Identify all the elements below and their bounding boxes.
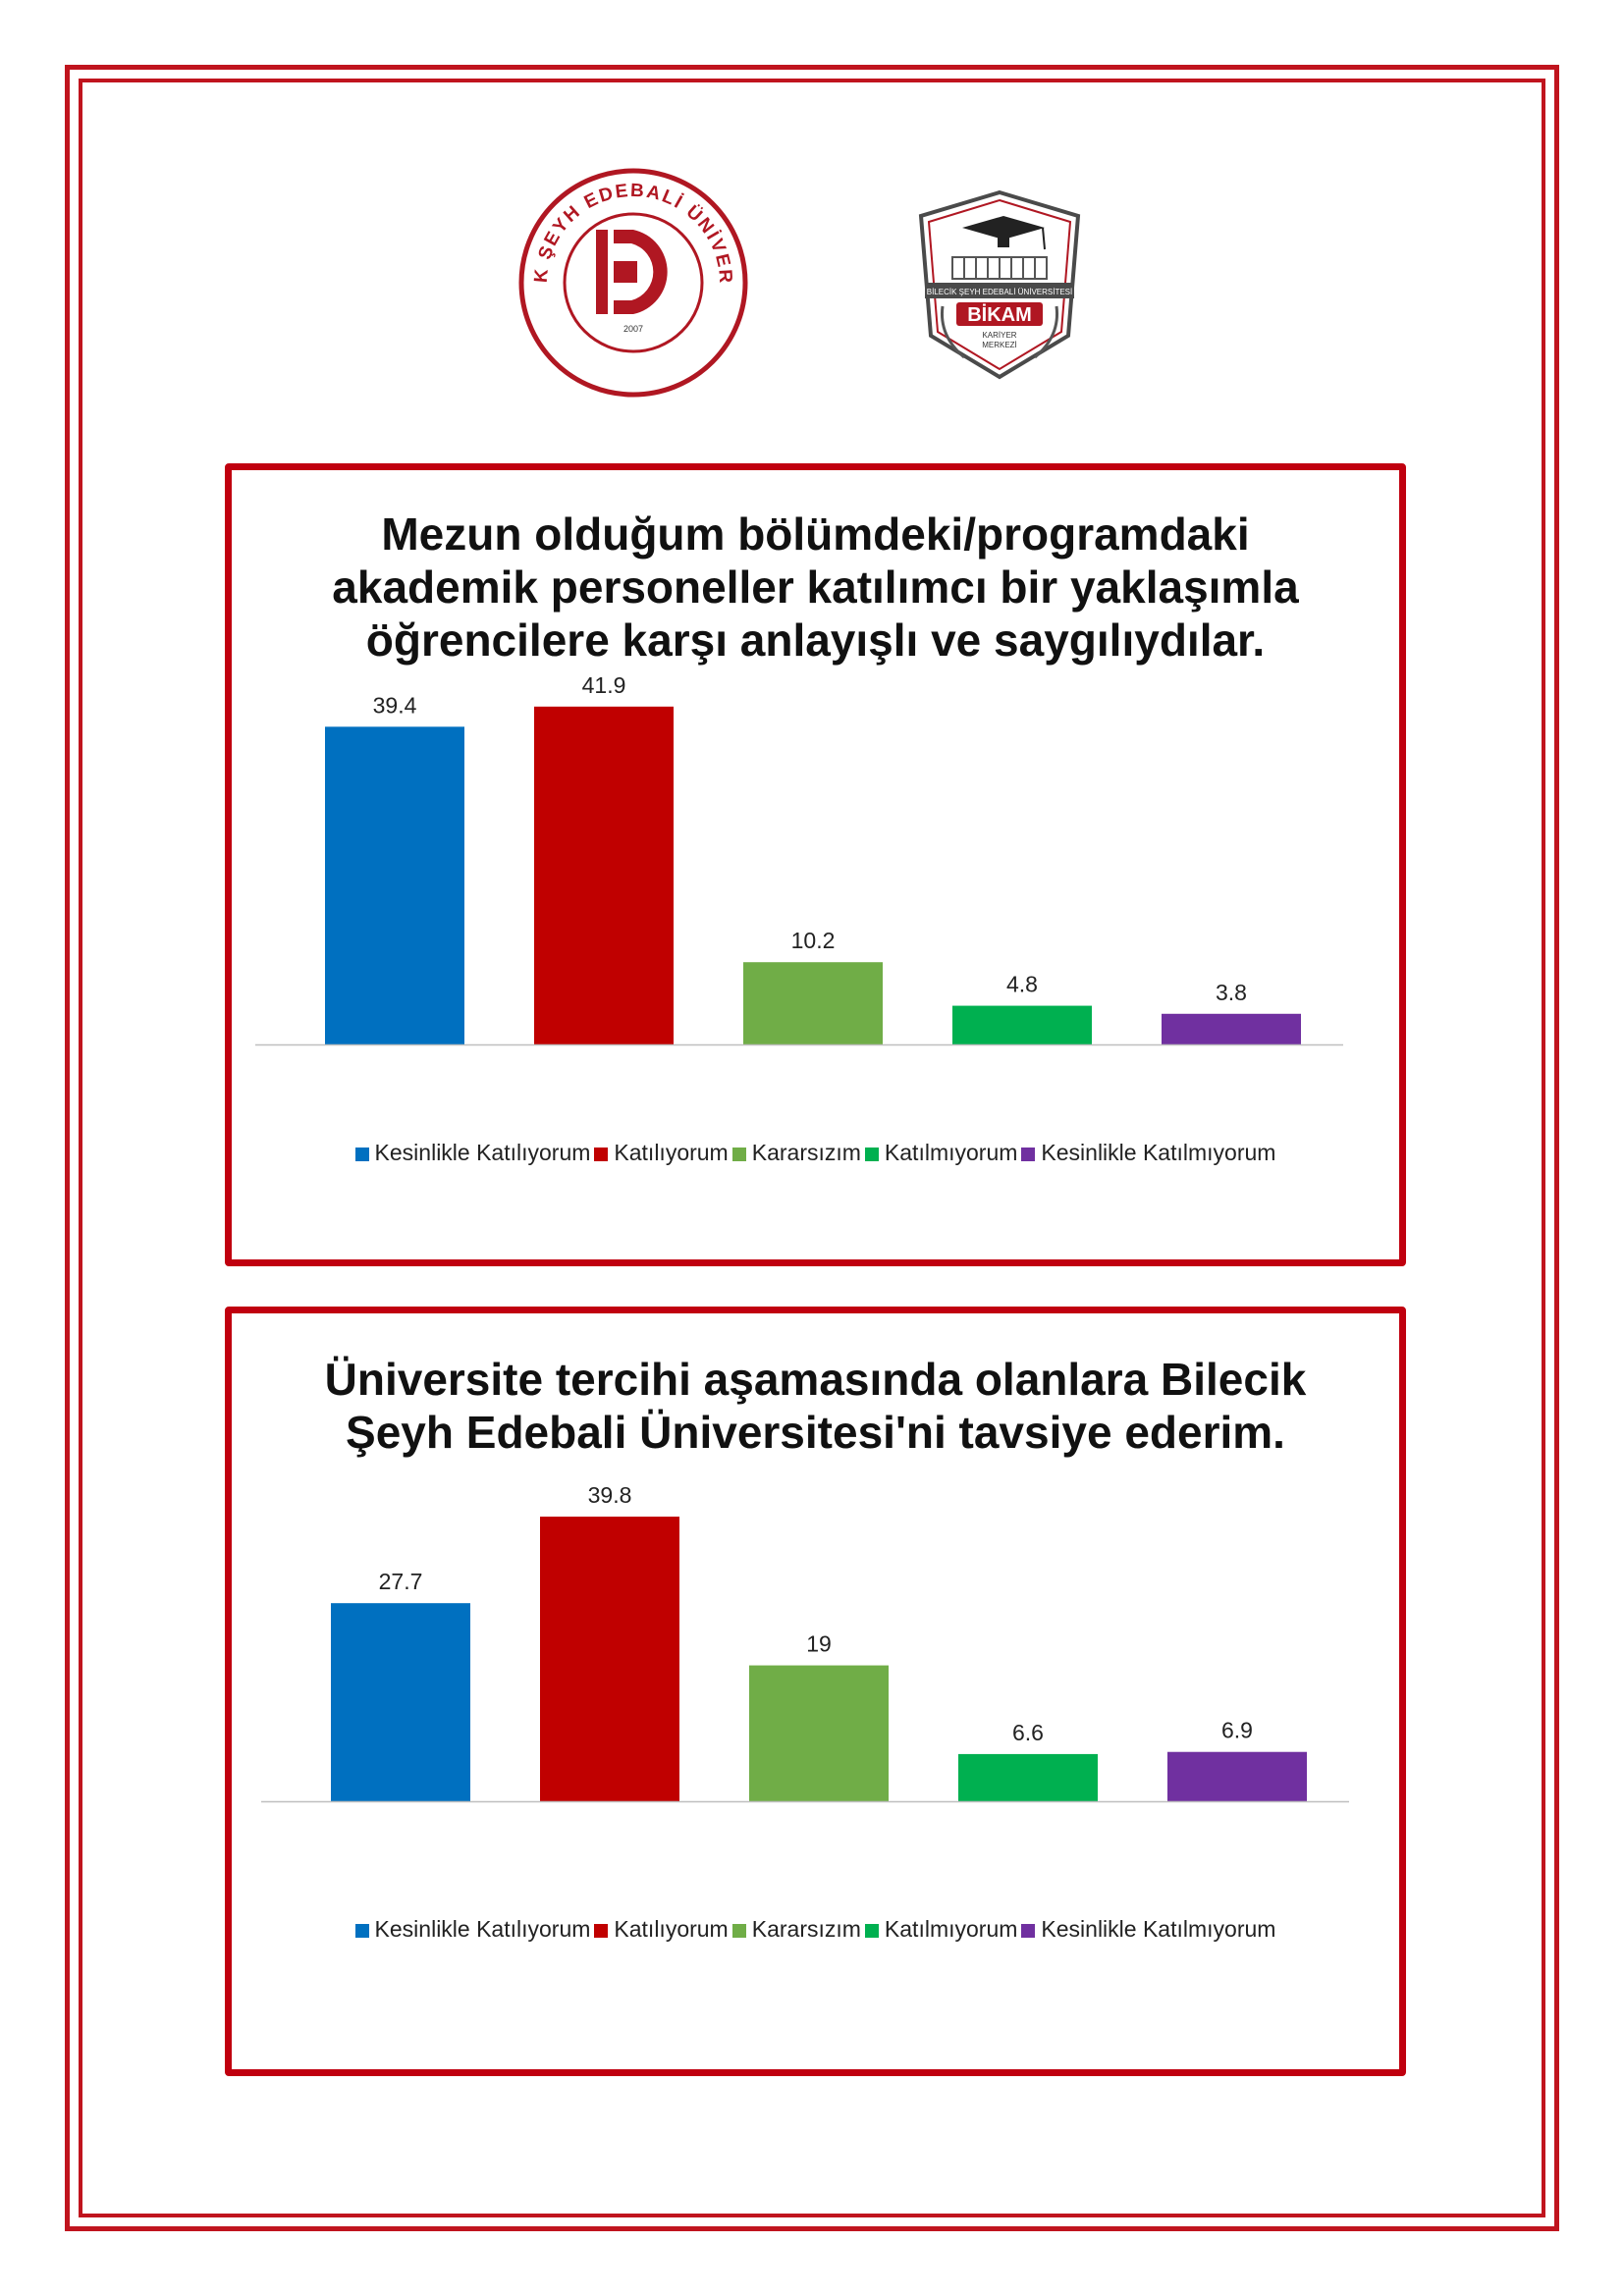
bar-4 [958, 1753, 1098, 1801]
chart-2-plot: 27.7 39.8 19 6.6 6.9 [261, 1482, 1349, 1803]
legend-item: Kesinlikle Katılıyorum [354, 1140, 591, 1166]
legend-label: Katılıyorum [614, 1916, 729, 1942]
chart-card-1: Mezun olduğum bölümdeki/programdaki akad… [225, 463, 1406, 1266]
university-logo-year: 2007 [623, 324, 643, 334]
legend-swatch [354, 1924, 369, 1938]
legend-item: Katılmıyorum [864, 1140, 1018, 1166]
legend-label: Kesinlikle Katılmıyorum [1041, 1140, 1276, 1165]
data-label-3: 19 [806, 1631, 832, 1657]
chart-2-title: Üniversite tercihi aşamasında olanlara B… [232, 1353, 1399, 1459]
legend-swatch [594, 1148, 609, 1161]
chart-2-title-line: Üniversite tercihi aşamasında olanlara B… [324, 1354, 1307, 1405]
legend-label: Kesinlikle Katılmıyorum [1041, 1916, 1276, 1942]
data-label-4: 6.6 [1012, 1720, 1044, 1745]
career-center-banner-text: BİLECİK ŞEYH EDEBALİ ÜNİVERSİTESİ [927, 288, 1073, 296]
bar-3 [749, 1665, 889, 1801]
legend-item: Kesinlikle Katılıyorum [354, 1916, 591, 1943]
bar-5 [1162, 1013, 1301, 1044]
legend-swatch [864, 1148, 879, 1161]
bar-2 [540, 1517, 679, 1801]
legend-swatch [731, 1148, 746, 1161]
data-label-5: 6.9 [1221, 1718, 1253, 1743]
legend-item: Kesinlikle Katılmıyorum [1021, 1916, 1275, 1943]
legend-swatch [864, 1924, 879, 1938]
bar-3 [743, 962, 883, 1044]
chart-1-legend: Kesinlikle Katılıyorum Katılıyorum Kararsı… [232, 1140, 1399, 1166]
university-logo: BİLECİK ŞEYH EDEBALİ ÜNİVERSİTESİ 2007 [517, 167, 749, 399]
chart-1-title: Mezun olduğum bölümdeki/programdaki akad… [232, 507, 1399, 667]
chart-card-2: Üniversite tercihi aşamasında olanlara B… [225, 1307, 1406, 2076]
legend-swatch [731, 1924, 746, 1938]
legend-label: Kararsızım [751, 1916, 861, 1942]
chart-2-title-line: Şeyh Edebali Üniversitesi'ni tavsiye ede… [346, 1407, 1285, 1458]
career-center-subtitle-2: MERKEZİ [982, 341, 1017, 349]
legend-label: Kesinlikle Katılıyorum [374, 1140, 591, 1165]
bar-4 [952, 1005, 1092, 1044]
legend-swatch [1021, 1924, 1036, 1938]
data-label-3: 10.2 [791, 928, 836, 953]
chart-1-plot: 39.4 41.9 10.2 4.8 3.8 [255, 672, 1343, 1046]
legend-label: Kararsızım [751, 1140, 861, 1165]
data-label-4: 4.8 [1006, 972, 1038, 997]
chart-2-legend: Kesinlikle Katılıyorum Katılıyorum Kararsı… [232, 1916, 1399, 1943]
chart-1-title-line: öğrencilere karşı anlayışlı ve saygılıyd… [365, 614, 1266, 666]
career-center-subtitle-1: KARİYER [982, 331, 1016, 340]
legend-label: Katılıyorum [614, 1140, 729, 1165]
legend-label: Kesinlikle Katılıyorum [374, 1916, 591, 1942]
chart-1-title-line: akademik personeller katılımcı bir yakla… [332, 561, 1299, 613]
legend-item: Kesinlikle Katılmıyorum [1021, 1140, 1275, 1166]
bar-2 [534, 706, 674, 1044]
data-label-2: 39.8 [588, 1482, 632, 1508]
data-label-1: 27.7 [379, 1569, 423, 1594]
bar-5 [1167, 1751, 1307, 1801]
career-center-logo: BİLECİK ŞEYH EDEBALİ ÜNİVERSİTESİ BİKAM … [913, 188, 1086, 381]
legend-swatch [594, 1924, 609, 1938]
legend-item: Katılıyorum [594, 1916, 729, 1943]
legend-label: Katılmıyorum [884, 1916, 1018, 1942]
page-frame-inner [79, 79, 1545, 2217]
career-center-name: BİKAM [967, 303, 1032, 326]
legend-item: Katılıyorum [594, 1140, 729, 1166]
data-label-1: 39.4 [373, 692, 417, 718]
legend-swatch [354, 1148, 369, 1161]
legend-item: Kararsızım [731, 1916, 861, 1943]
legend-item: Katılmıyorum [864, 1916, 1018, 1943]
bar-1 [325, 726, 464, 1044]
chart-1-title-line: Mezun olduğum bölümdeki/programdaki [381, 508, 1250, 560]
bar-1 [331, 1603, 470, 1801]
legend-item: Kararsızım [731, 1140, 861, 1166]
data-label-5: 3.8 [1216, 980, 1247, 1005]
legend-label: Katılmıyorum [884, 1140, 1018, 1165]
legend-swatch [1021, 1148, 1036, 1161]
page-frame-outer [65, 65, 1559, 2231]
data-label-2: 41.9 [582, 672, 626, 698]
